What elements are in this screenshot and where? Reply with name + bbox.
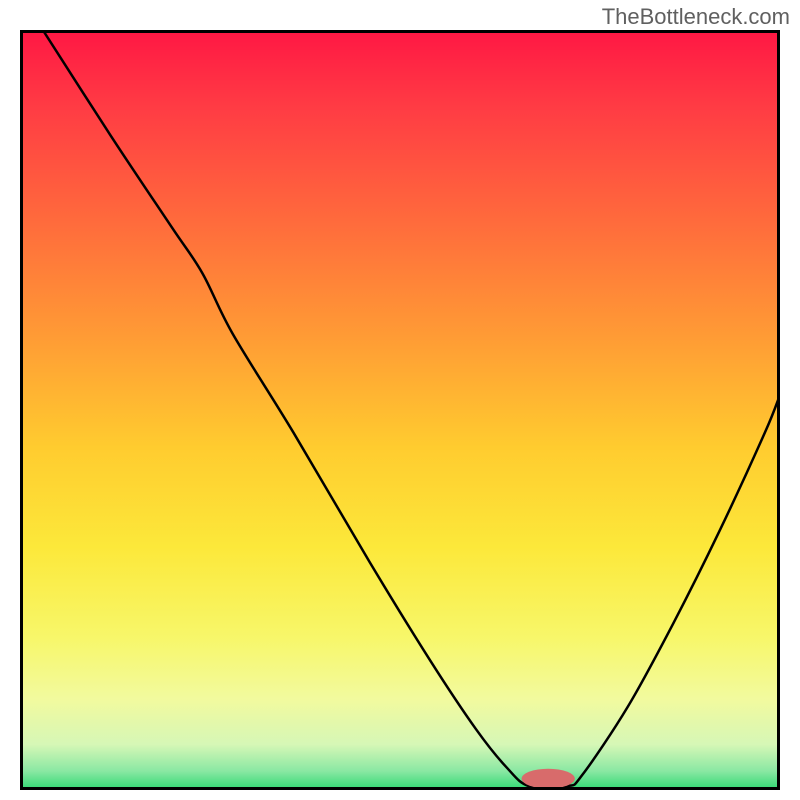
optimal-marker xyxy=(522,769,575,789)
chart-background xyxy=(20,30,780,790)
chart-svg xyxy=(20,30,780,790)
bottleneck-chart xyxy=(20,30,780,790)
watermark-text: TheBottleneck.com xyxy=(602,4,790,30)
